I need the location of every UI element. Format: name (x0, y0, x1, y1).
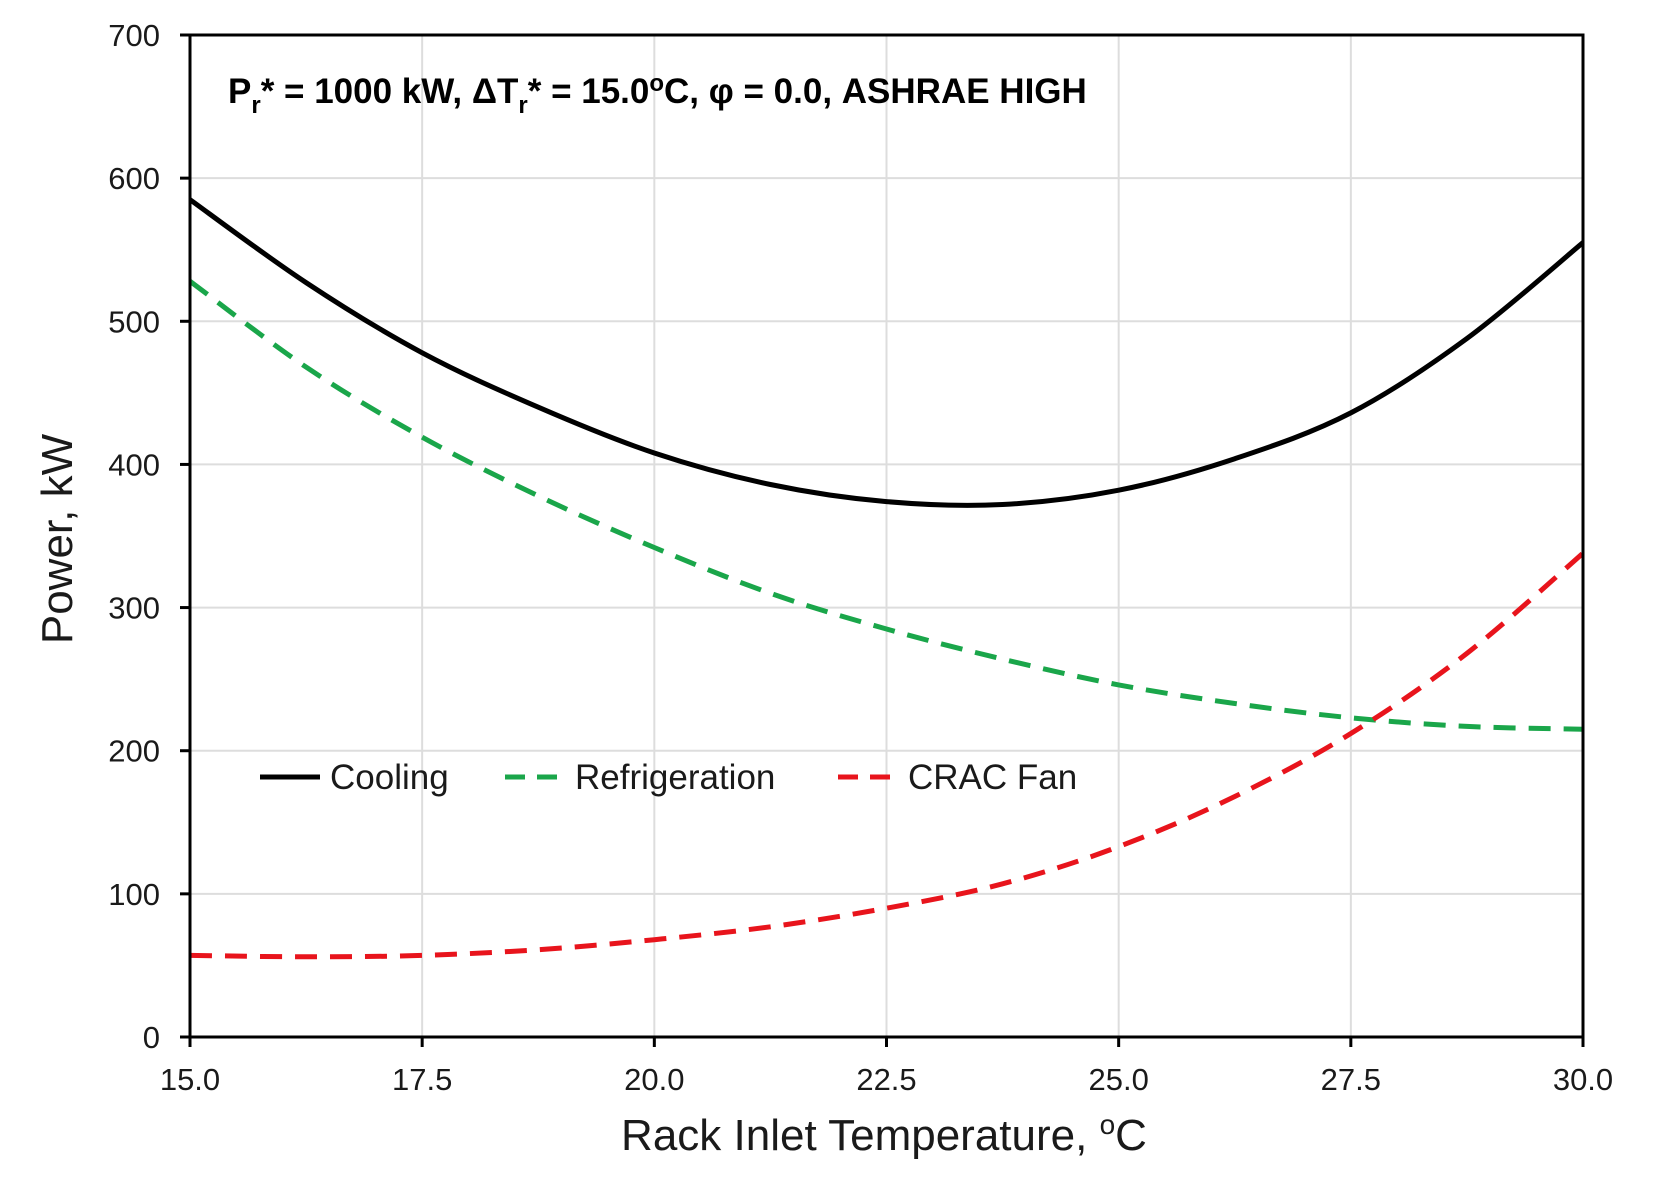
x-tick-label: 15.0 (160, 1062, 220, 1097)
chart-annotation: Pr* = 1000 kW, ΔTr* = 15.0oC, φ = 0.0, A… (228, 70, 1087, 119)
y-tick-labels: 0 100 200 300 400 500 600 700 (108, 18, 160, 1055)
x-tick-label: 25.0 (1088, 1062, 1148, 1097)
x-tick-label: 30.0 (1553, 1062, 1613, 1097)
series-layer (188, 197, 1585, 960)
y-tick-label: 400 (108, 447, 160, 482)
y-tick-label: 300 (108, 591, 160, 626)
y-tick-label: 0 (143, 1020, 160, 1055)
y-axis-title: Power, kW (33, 433, 82, 644)
x-tick-label: 27.5 (1321, 1062, 1381, 1097)
y-tick-label: 700 (108, 18, 160, 53)
legend: Cooling Refrigeration CRAC Fan (260, 758, 1077, 797)
x-tick-label: 20.0 (624, 1062, 684, 1097)
x-axis-title: Rack Inlet Temperature, oC (621, 1109, 1147, 1160)
gridlines (190, 35, 1583, 1037)
y-tick-label: 100 (108, 877, 160, 912)
axis-ticks (180, 33, 1585, 1047)
legend-label-cooling: Cooling (330, 758, 449, 797)
legend-label-refrigeration: Refrigeration (575, 758, 775, 797)
series-line-cooling (188, 197, 1585, 508)
y-tick-label: 500 (108, 304, 160, 339)
x-tick-label: 22.5 (856, 1062, 916, 1097)
legend-label-crac-fan: CRAC Fan (908, 758, 1077, 797)
x-tick-labels: 15.0 17.5 20.0 22.5 25.0 27.5 30.0 (160, 1062, 1613, 1097)
x-tick-label: 17.5 (392, 1062, 452, 1097)
series-line-crac-fan (189, 551, 1585, 960)
y-tick-label: 600 (108, 161, 160, 196)
y-tick-label: 200 (108, 734, 160, 769)
